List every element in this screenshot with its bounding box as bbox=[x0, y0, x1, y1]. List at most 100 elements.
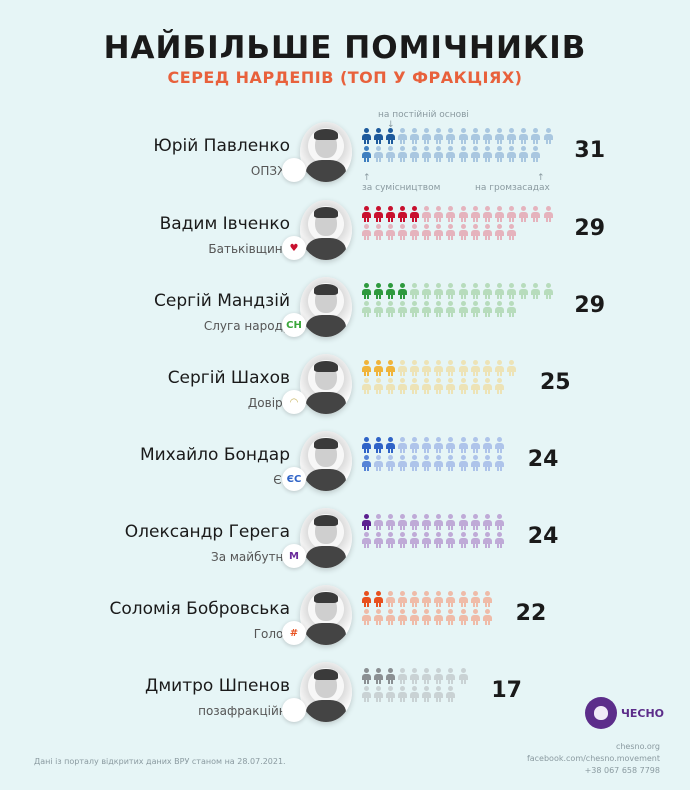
person-icon bbox=[409, 455, 421, 471]
person-icon bbox=[360, 437, 372, 453]
person-icon bbox=[396, 224, 408, 240]
deputy-photo bbox=[300, 585, 352, 645]
person-icon bbox=[421, 146, 433, 162]
person-icon bbox=[372, 686, 384, 702]
person-icon bbox=[421, 206, 433, 222]
assistants-count: 24 bbox=[527, 447, 559, 472]
person-icon bbox=[506, 360, 518, 376]
person-icon bbox=[384, 668, 396, 684]
person-icon bbox=[433, 532, 445, 548]
logo-text: ЧЕСНО bbox=[621, 706, 665, 720]
person-icon bbox=[445, 378, 457, 394]
source-note: Дані із порталу відкритих даних ВРУ стан… bbox=[34, 757, 286, 766]
person-icon bbox=[530, 283, 542, 299]
person-icon bbox=[384, 686, 396, 702]
person-icon bbox=[457, 668, 469, 684]
person-icon bbox=[506, 283, 518, 299]
person-icon bbox=[457, 437, 469, 453]
pictogram-row bbox=[360, 128, 554, 146]
person-icon bbox=[421, 455, 433, 471]
person-icon bbox=[372, 224, 384, 240]
person-icon bbox=[457, 591, 469, 607]
faction-logo-icon: ♥ bbox=[282, 236, 306, 260]
deputy-name: Юрій Павленко bbox=[153, 136, 290, 156]
person-icon bbox=[530, 146, 542, 162]
person-icon bbox=[421, 224, 433, 240]
person-icon bbox=[409, 437, 421, 453]
deputy-row: Олександр Герега За майбутнє M 24 bbox=[0, 508, 690, 584]
person-icon bbox=[409, 360, 421, 376]
person-icon bbox=[360, 146, 372, 162]
person-icon bbox=[384, 283, 396, 299]
assistants-count: 22 bbox=[515, 601, 547, 626]
faction-logo-icon: M bbox=[282, 544, 306, 568]
person-icon bbox=[481, 514, 493, 530]
person-icon bbox=[360, 455, 372, 471]
person-icon bbox=[372, 609, 384, 625]
page-subtitle: СЕРЕД НАРДЕПІВ (ТОП У ФРАКЦІЯХ) bbox=[167, 68, 523, 87]
chesno-logo: ЧЕСНО bbox=[585, 697, 664, 729]
faction-logo-glyph: ♥ bbox=[289, 242, 299, 254]
person-icon bbox=[409, 514, 421, 530]
person-icon bbox=[433, 609, 445, 625]
person-icon bbox=[421, 437, 433, 453]
person-icon bbox=[396, 514, 408, 530]
pictogram-row bbox=[360, 532, 506, 550]
faction-logo-icon bbox=[282, 698, 306, 722]
person-icon bbox=[384, 455, 396, 471]
assistants-pictogram bbox=[360, 128, 554, 164]
person-icon bbox=[396, 378, 408, 394]
person-icon bbox=[433, 668, 445, 684]
website-link[interactable]: chesno.org bbox=[615, 742, 660, 751]
deputy-row: Вадим Івченко Батьківщина ♥ 29 bbox=[0, 200, 690, 276]
person-icon bbox=[433, 146, 445, 162]
person-icon bbox=[409, 224, 421, 240]
person-icon bbox=[433, 514, 445, 530]
person-icon bbox=[469, 146, 481, 162]
person-icon bbox=[457, 283, 469, 299]
person-icon bbox=[469, 591, 481, 607]
person-icon bbox=[518, 206, 530, 222]
faction-logo-glyph: ◠ bbox=[290, 396, 298, 408]
deputy-faction: позафракційні bbox=[198, 704, 290, 718]
person-icon bbox=[494, 437, 506, 453]
person-icon bbox=[481, 283, 493, 299]
pictogram-row bbox=[360, 378, 518, 396]
person-icon bbox=[445, 455, 457, 471]
person-icon bbox=[481, 224, 493, 240]
person-icon bbox=[457, 532, 469, 548]
person-icon bbox=[542, 128, 554, 144]
faction-logo-icon: СН bbox=[282, 313, 306, 337]
deputy-faction: Голос bbox=[253, 627, 290, 641]
person-icon bbox=[506, 128, 518, 144]
person-icon bbox=[409, 206, 421, 222]
person-icon bbox=[421, 609, 433, 625]
person-icon bbox=[372, 301, 384, 317]
person-icon bbox=[457, 514, 469, 530]
pictogram-row bbox=[360, 455, 506, 473]
person-icon bbox=[421, 532, 433, 548]
person-icon bbox=[530, 128, 542, 144]
facebook-link[interactable]: facebook.com/chesno.movement bbox=[526, 754, 660, 763]
assistants-count: 29 bbox=[574, 216, 606, 241]
person-icon bbox=[433, 686, 445, 702]
person-icon bbox=[445, 128, 457, 144]
deputy-row: Соломія Бобровська Голос # 22 bbox=[0, 585, 690, 661]
person-icon bbox=[421, 514, 433, 530]
person-icon bbox=[421, 301, 433, 317]
person-icon bbox=[421, 686, 433, 702]
person-icon bbox=[481, 301, 493, 317]
legend-voluntary: на громзасадах bbox=[475, 183, 550, 193]
person-icon bbox=[494, 128, 506, 144]
person-icon bbox=[481, 437, 493, 453]
person-icon bbox=[409, 532, 421, 548]
deputy-name: Олександр Герега bbox=[124, 522, 290, 542]
assistants-pictogram bbox=[360, 283, 554, 319]
person-icon bbox=[469, 514, 481, 530]
deputy-photo bbox=[300, 277, 352, 337]
person-icon bbox=[481, 146, 493, 162]
person-icon bbox=[433, 591, 445, 607]
person-icon bbox=[469, 283, 481, 299]
person-icon bbox=[396, 301, 408, 317]
deputy-row: Михайло Бондар ЄС ЄС 24 bbox=[0, 431, 690, 507]
